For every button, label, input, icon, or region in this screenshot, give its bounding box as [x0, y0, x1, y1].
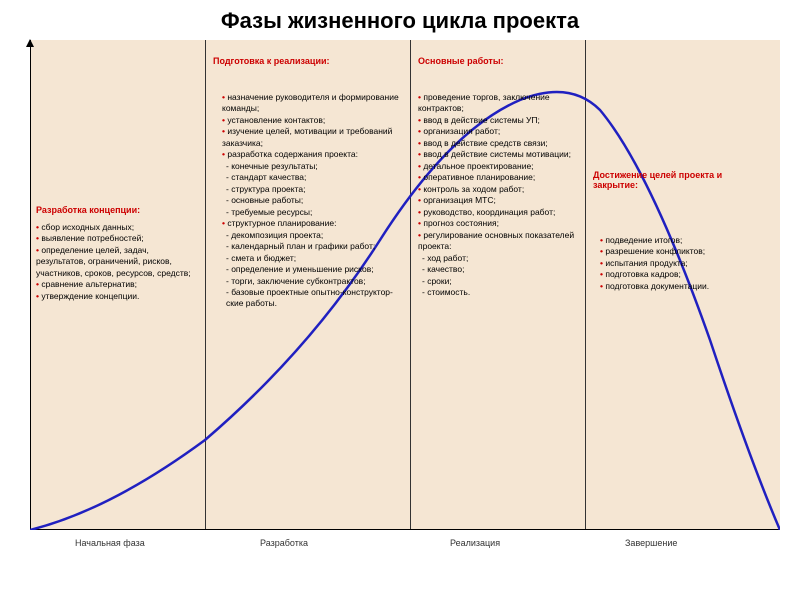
list-item: • организация МТС;: [418, 195, 578, 206]
phase4-header: Достижение целей проекта и закрытие:: [593, 170, 733, 190]
list-item: • ввод в действие средств связи;: [418, 138, 578, 149]
list-item: • сбор исходных данных;: [36, 222, 196, 233]
list-item: • изучение целей, мотивации и требований…: [222, 126, 402, 149]
list-subitem: - основные работы;: [222, 195, 402, 206]
list-item: • выявление потребностей;: [36, 233, 196, 244]
diagram-container: Фазы жизненного цикла проекта Разработка…: [0, 0, 800, 600]
list-subitem: - базовые проектные опытно-конструктор- …: [222, 287, 402, 310]
list-item: • прогноз состояния;: [418, 218, 578, 229]
x-axis: [30, 529, 780, 530]
list-item: • испытания продукта;: [600, 258, 750, 269]
list-subitem: - качество;: [418, 264, 578, 275]
list-subitem: - стоимость.: [418, 287, 578, 298]
xlabel-1: Начальная фаза: [75, 538, 175, 548]
list-item: • подготовка документации.: [600, 281, 750, 292]
phase3-header: Основные работы:: [418, 56, 573, 66]
list-subitem: - конечные результаты;: [222, 161, 402, 172]
y-axis-arrow-icon: [26, 39, 34, 47]
xlabel-2: Разработка: [260, 538, 360, 548]
list-subitem: - определение и уменьшение рисков;: [222, 264, 402, 275]
list-subitem: - стандарт качества;: [222, 172, 402, 183]
phase-separator-3: [585, 40, 586, 529]
list-item: • определение целей, задач, результатов,…: [36, 245, 196, 279]
list-item: • утверждение концепции.: [36, 291, 196, 302]
phase3-list: • проведение торгов, заключение контракт…: [418, 92, 578, 298]
xlabel-3: Реализация: [450, 538, 550, 548]
list-item: • детальное проектирование;: [418, 161, 578, 172]
list-subitem: - требуемые ресурсы;: [222, 207, 402, 218]
list-item: • подведение итогов;: [600, 235, 750, 246]
list-subitem: - сроки;: [418, 276, 578, 287]
page-title: Фазы жизненного цикла проекта: [0, 0, 800, 38]
list-subitem: - структура проекта;: [222, 184, 402, 195]
list-item: • разрешение конфликтов;: [600, 246, 750, 257]
list-subitem: - ход работ;: [418, 253, 578, 264]
phase4-list: • подведение итогов;• разрешение конфлик…: [600, 235, 750, 292]
list-item: • ввод в действие системы мотивации;: [418, 149, 578, 160]
list-item: • регулирование основных показателей про…: [418, 230, 578, 253]
list-item: • установление контактов;: [222, 115, 402, 126]
list-item: • структурное планирование:: [222, 218, 402, 229]
list-item: • оперативное планирование;: [418, 172, 578, 183]
list-item: • назначение руководителя и формирование…: [222, 92, 402, 115]
list-subitem: - торги, заключение субконтрактов;: [222, 276, 402, 287]
list-item: • проведение торгов, заключение контракт…: [418, 92, 578, 115]
list-item: • руководство, координация работ;: [418, 207, 578, 218]
list-subitem: - календарный план и графики работ;: [222, 241, 402, 252]
phase-separator-2: [410, 40, 411, 529]
list-item: • сравнение альтернатив;: [36, 279, 196, 290]
y-axis: [30, 40, 31, 530]
list-subitem: - декомпозиция проекта;: [222, 230, 402, 241]
phase2-list: • назначение руководителя и формирование…: [222, 92, 402, 310]
phase1-header: Разработка концепции:: [36, 205, 191, 215]
phase1-list: • сбор исходных данных;• выявление потре…: [36, 222, 196, 302]
list-item: • ввод в действие системы УП;: [418, 115, 578, 126]
list-item: • организация работ;: [418, 126, 578, 137]
phase2-header: Подготовка к реализации:: [213, 56, 393, 66]
list-subitem: - смета и бюджет;: [222, 253, 402, 264]
list-item: • контроль за ходом работ;: [418, 184, 578, 195]
chart-area: Разработка концепции: Подготовка к реали…: [30, 40, 780, 540]
phase-separator-1: [205, 40, 206, 529]
xlabel-4: Завершение: [625, 538, 725, 548]
list-item: • подготовка кадров;: [600, 269, 750, 280]
list-item: • разработка содержания проекта:: [222, 149, 402, 160]
